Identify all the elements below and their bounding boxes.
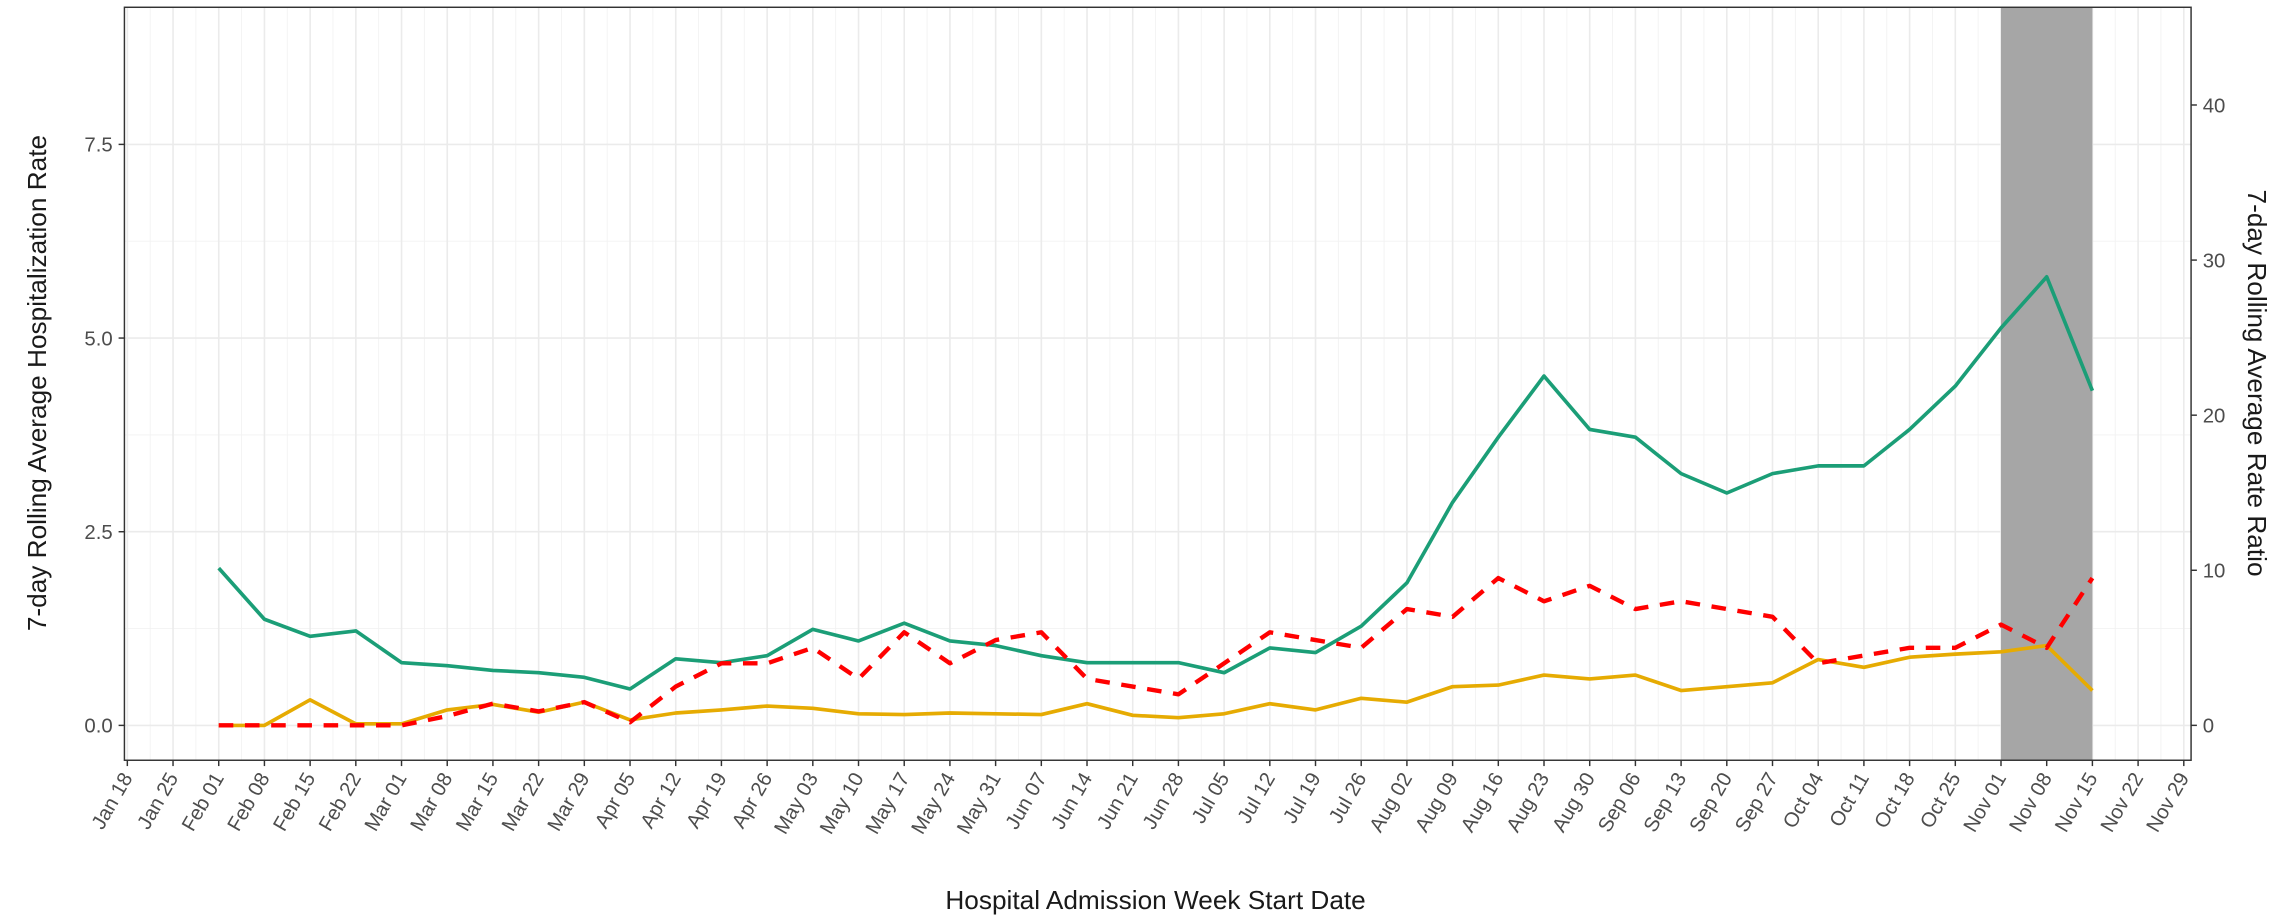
x-tick-label: Feb 08 [224,769,275,835]
y2-tick-label: 30 [2203,250,2226,272]
y2-tick-label: 40 [2203,95,2226,117]
y2-axis-title: 7-day Rolling Average Rate Ratio [2242,190,2272,577]
x-tick-label: Jun 28 [1139,769,1189,833]
x-tick-label: Apr 26 [728,769,777,832]
x-tick-label: Aug 30 [1549,769,1600,836]
x-tick-label: Jul 19 [1279,769,1325,827]
x-tick-label: Nov 22 [2097,769,2148,836]
y2-tick-label: 0 [2203,716,2214,738]
x-tick-label: Feb 01 [178,769,229,835]
x-tick-label: Mar 29 [544,769,595,835]
y-tick-label: 0.0 [84,716,112,738]
plot-frame [123,6,2192,761]
highlight-band [2000,7,2093,761]
x-tick-label: Apr 12 [637,769,686,832]
x-tick-label: May 17 [862,769,914,838]
y-axis-title: 7-day Rolling Average Hospitalization Ra… [22,135,52,631]
y2-tick-label: 10 [2203,561,2226,583]
x-tick-label: Sep 13 [1640,769,1691,836]
x-tick-label: Aug 02 [1366,769,1417,836]
x-axis-title: Hospital Admission Week Start Date [945,885,1365,915]
x-tick-label: Apr 19 [683,769,732,832]
x-tick-label: Jul 12 [1234,769,1280,827]
x-tick-label: Feb 22 [315,769,366,835]
x-tick-label: Sep 06 [1594,769,1645,836]
x-tick-label: Mar 08 [407,769,458,835]
x-tick-label: Nov 08 [2006,769,2057,836]
x-tick-label: Oct 11 [1826,769,1874,831]
series-line [217,275,2095,691]
y-tick-label: 7.5 [84,135,112,157]
x-tick-label: Jan 25 [134,769,184,833]
x-tick-label: Jul 26 [1325,769,1371,827]
x-tick-label: Jan 18 [88,769,138,833]
x-tick-label: Mar 22 [498,769,549,835]
y-tick-label: 2.5 [84,522,112,544]
plot-background [124,7,2192,761]
x-tick-label: Oct 04 [1779,769,1828,832]
x-tick-label: Nov 29 [2143,769,2194,836]
x-tick-label: Nov 01 [1960,769,2011,836]
x-tick-label: Sep 20 [1686,769,1737,836]
x-tick-label: May 10 [816,769,868,838]
x-tick-label: Mar 15 [452,769,503,835]
x-tick-label: Aug 09 [1411,769,1462,836]
y2-tick-label: 20 [2203,405,2226,427]
x-tick-label: Oct 25 [1916,769,1965,832]
x-tick-label: May 03 [771,769,823,838]
series-line [218,575,2095,728]
x-tick-label: May 24 [908,769,960,838]
x-tick-label: Mar 01 [361,769,412,835]
x-tick-label: Aug 23 [1503,769,1554,836]
x-tick-label: Oct 18 [1871,769,1920,832]
x-tick-label: Jul 05 [1188,769,1234,827]
x-tick-label: Sep 27 [1731,769,1782,836]
x-tick-label: Jun 14 [1048,769,1098,833]
x-tick-label: Jun 07 [1002,769,1052,833]
x-tick-label: Apr 05 [591,769,640,832]
x-tick-label: May 31 [953,769,1005,838]
x-tick-label: Nov 15 [2051,769,2102,836]
x-tick-label: Jun 21 [1093,769,1143,833]
x-tick-label: Feb 15 [270,769,321,835]
x-tick-label: Aug 16 [1457,769,1508,836]
y-tick-label: 5.0 [84,328,112,350]
